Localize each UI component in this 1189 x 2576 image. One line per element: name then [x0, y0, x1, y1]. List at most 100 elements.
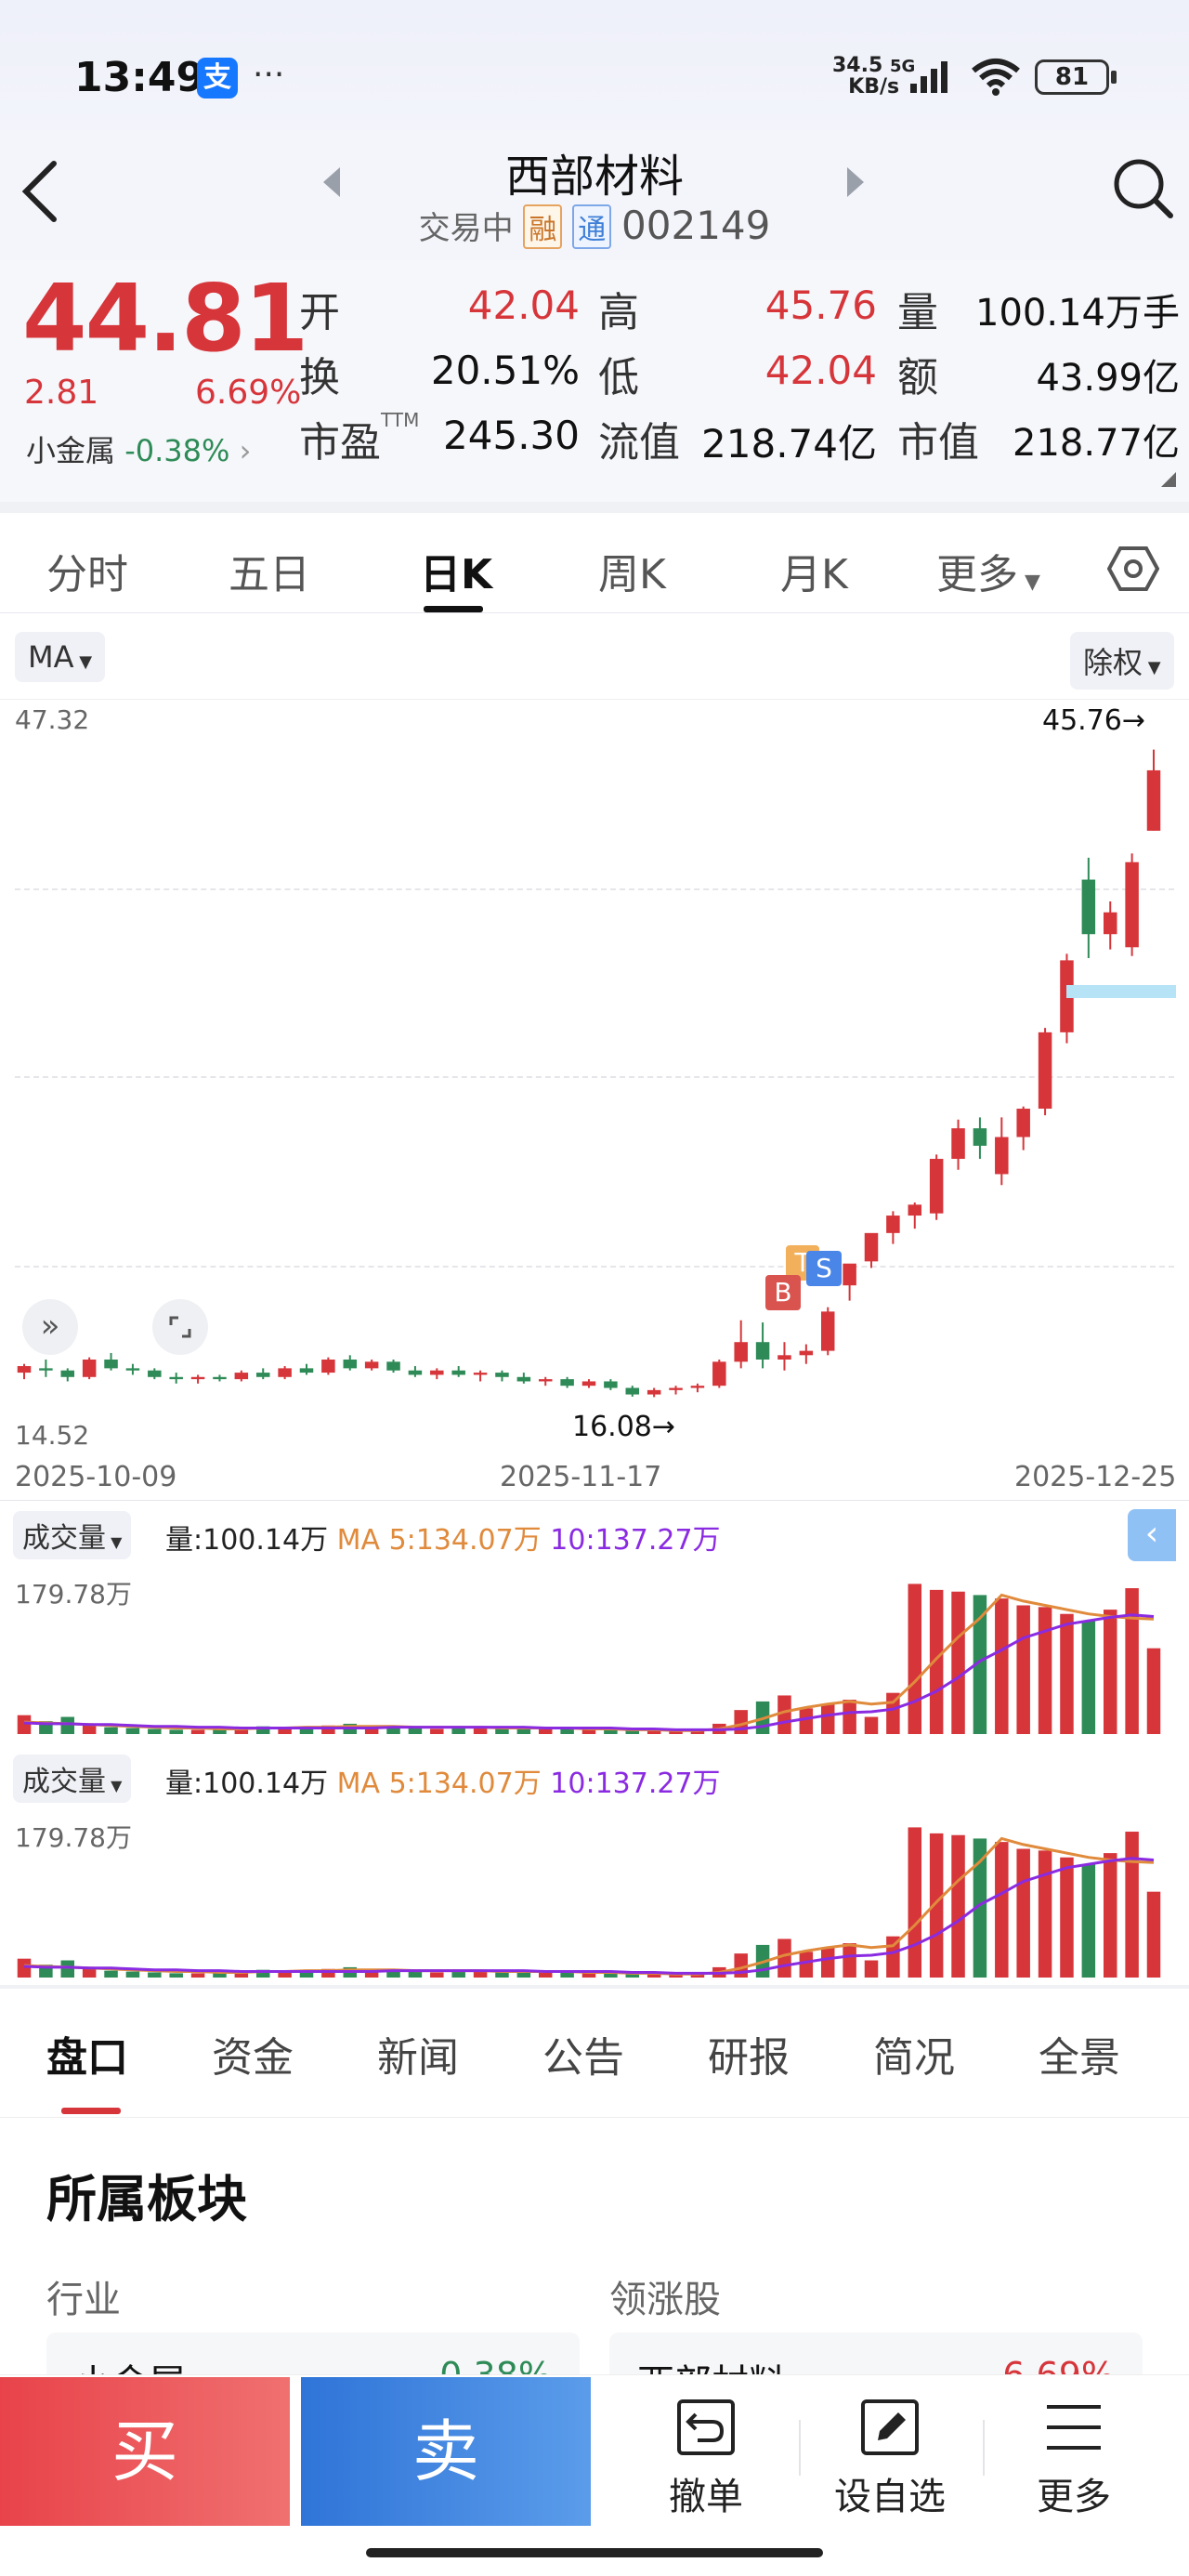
volume-bar [669, 1974, 683, 1978]
volume-bar [777, 1695, 791, 1734]
tab-more[interactable]: 更多 ▼ [936, 541, 1040, 600]
volume-bar [864, 1716, 879, 1734]
volume-bar [581, 1729, 596, 1734]
volume-label: 量 [897, 289, 938, 336]
candle-body [973, 1128, 987, 1146]
buy-button[interactable]: 买 [0, 2377, 290, 2526]
tab-daily-k[interactable]: 日K [420, 551, 493, 598]
candle-body [1103, 912, 1117, 935]
candle-body [148, 1370, 162, 1377]
volume-bar [234, 1728, 249, 1734]
volume-chart[interactable] [0, 1571, 1189, 1738]
fullscreen-icon[interactable] [152, 1299, 208, 1355]
adjust-selector[interactable]: 除权 ▼ [1070, 632, 1174, 690]
tab-research[interactable]: 研报 [708, 2034, 790, 2082]
tab-overview[interactable]: 全景 [1039, 2034, 1120, 2082]
volume-bar [516, 1972, 531, 1978]
more-button[interactable]: 更多 [1000, 2398, 1148, 2520]
volume-bar [820, 1703, 835, 1734]
stock-code: 002149 [621, 203, 771, 248]
candle-body [213, 1376, 227, 1380]
gridline [15, 888, 1174, 890]
tab-five-day[interactable]: 五日 [229, 551, 310, 598]
status-time: 13:49 [74, 54, 205, 101]
volume-indicator-selector[interactable]: 成交量 ▼ [13, 1511, 132, 1559]
tab-handicap[interactable]: 盘口 [46, 2034, 128, 2082]
indicator-selector[interactable]: MA ▼ [15, 632, 106, 682]
volume-chart-2[interactable] [0, 1814, 1189, 1981]
indicator-label: MA [28, 639, 74, 675]
volume-bar [1060, 1613, 1074, 1734]
candle-body [669, 1387, 683, 1390]
current-price: 44.81 [22, 264, 308, 373]
cancel-order-icon [677, 2399, 735, 2455]
volume-bar [495, 1728, 509, 1734]
date-mid: 2025-11-17 [500, 1461, 662, 1493]
float-label: 流值 [598, 419, 680, 467]
cancel-order-label: 撤单 [669, 2476, 743, 2518]
settings-hexagon-icon[interactable] [1107, 545, 1159, 593]
tab-weekly-k[interactable]: 周K [598, 551, 666, 598]
candle-body [169, 1376, 183, 1380]
add-watchlist-button[interactable]: 设自选 [816, 2398, 964, 2520]
volume-ma10: 10:137.27万 [550, 1524, 721, 1557]
candle-body [17, 1366, 32, 1373]
sector-name: 小金属 [26, 433, 116, 468]
search-icon[interactable] [1111, 156, 1176, 221]
caret-down-icon: ▼ [106, 1777, 123, 1794]
more-notifications-icon: ··· [253, 56, 285, 94]
volume-bar [820, 1947, 835, 1978]
low-marker: 16.08→ [572, 1411, 676, 1443]
tab-announcements[interactable]: 公告 [542, 2034, 624, 2082]
high-value: 45.76 [764, 283, 877, 328]
sell-button[interactable]: 卖 [301, 2377, 591, 2526]
candle-body [995, 1137, 1009, 1175]
volume-bar [951, 1834, 965, 1978]
candle-body [299, 1368, 314, 1373]
buy-label: 买 [111, 2412, 178, 2491]
volume-bar [581, 1973, 596, 1978]
volume-value: 100.14万手 [975, 292, 1180, 335]
volume-bar [82, 1725, 97, 1734]
turnover-value: 20.51% [430, 348, 580, 393]
back-icon[interactable] [17, 158, 63, 225]
candle-body [495, 1373, 509, 1377]
collapse-panel-button[interactable]: ‹ [1128, 1509, 1176, 1561]
amount-value: 43.99亿 [1036, 357, 1180, 400]
cancel-order-button[interactable]: 撤单 [632, 2398, 780, 2520]
volume-bar [104, 1727, 118, 1734]
tab-funds[interactable]: 资金 [212, 2034, 294, 2082]
tab-intraday[interactable]: 分时 [46, 551, 128, 598]
low-label: 低 [598, 354, 639, 401]
prev-stock-icon[interactable] [320, 164, 344, 201]
volume-ma10: 10:137.27万 [550, 1768, 721, 1800]
expand-corner-icon[interactable] [1159, 470, 1178, 489]
volume-bar [604, 1973, 618, 1978]
tab-monthly-k[interactable]: 月K [780, 551, 848, 598]
caret-down-icon: ▼ [73, 652, 93, 672]
chart-top-border [0, 699, 1189, 700]
candle-body [843, 1263, 856, 1286]
status-bar: 13:49 支 ··· 34.5 5G KB/s 81 [0, 0, 1189, 149]
volume-bar [995, 1598, 1009, 1734]
volume-bar [1146, 1648, 1161, 1734]
volume-bar [647, 1730, 661, 1734]
scroll-forward-button[interactable]: » [22, 1299, 78, 1355]
volume-indicator-selector-2[interactable]: 成交量 ▼ [13, 1755, 132, 1803]
candlestick-chart[interactable] [0, 706, 1189, 1450]
volume-bar [625, 1730, 640, 1734]
mcap-value: 218.77亿 [1013, 422, 1180, 465]
volume-bar [190, 1973, 205, 1978]
candle-body [473, 1373, 488, 1375]
candle-body [39, 1368, 53, 1371]
alipay-icon: 支 [197, 58, 238, 99]
volume-bar [669, 1730, 683, 1734]
tab-news[interactable]: 新闻 [377, 2034, 459, 2082]
tab-profile[interactable]: 简况 [873, 2034, 955, 2082]
candle-body [386, 1361, 400, 1371]
next-stock-icon[interactable] [843, 164, 868, 201]
volume-axis-max: 179.78万 [15, 1579, 132, 1610]
mcap-label: 市值 [897, 419, 979, 467]
sector-link[interactable]: 小金属 -0.38% › [26, 427, 251, 470]
candle-body [604, 1381, 618, 1388]
